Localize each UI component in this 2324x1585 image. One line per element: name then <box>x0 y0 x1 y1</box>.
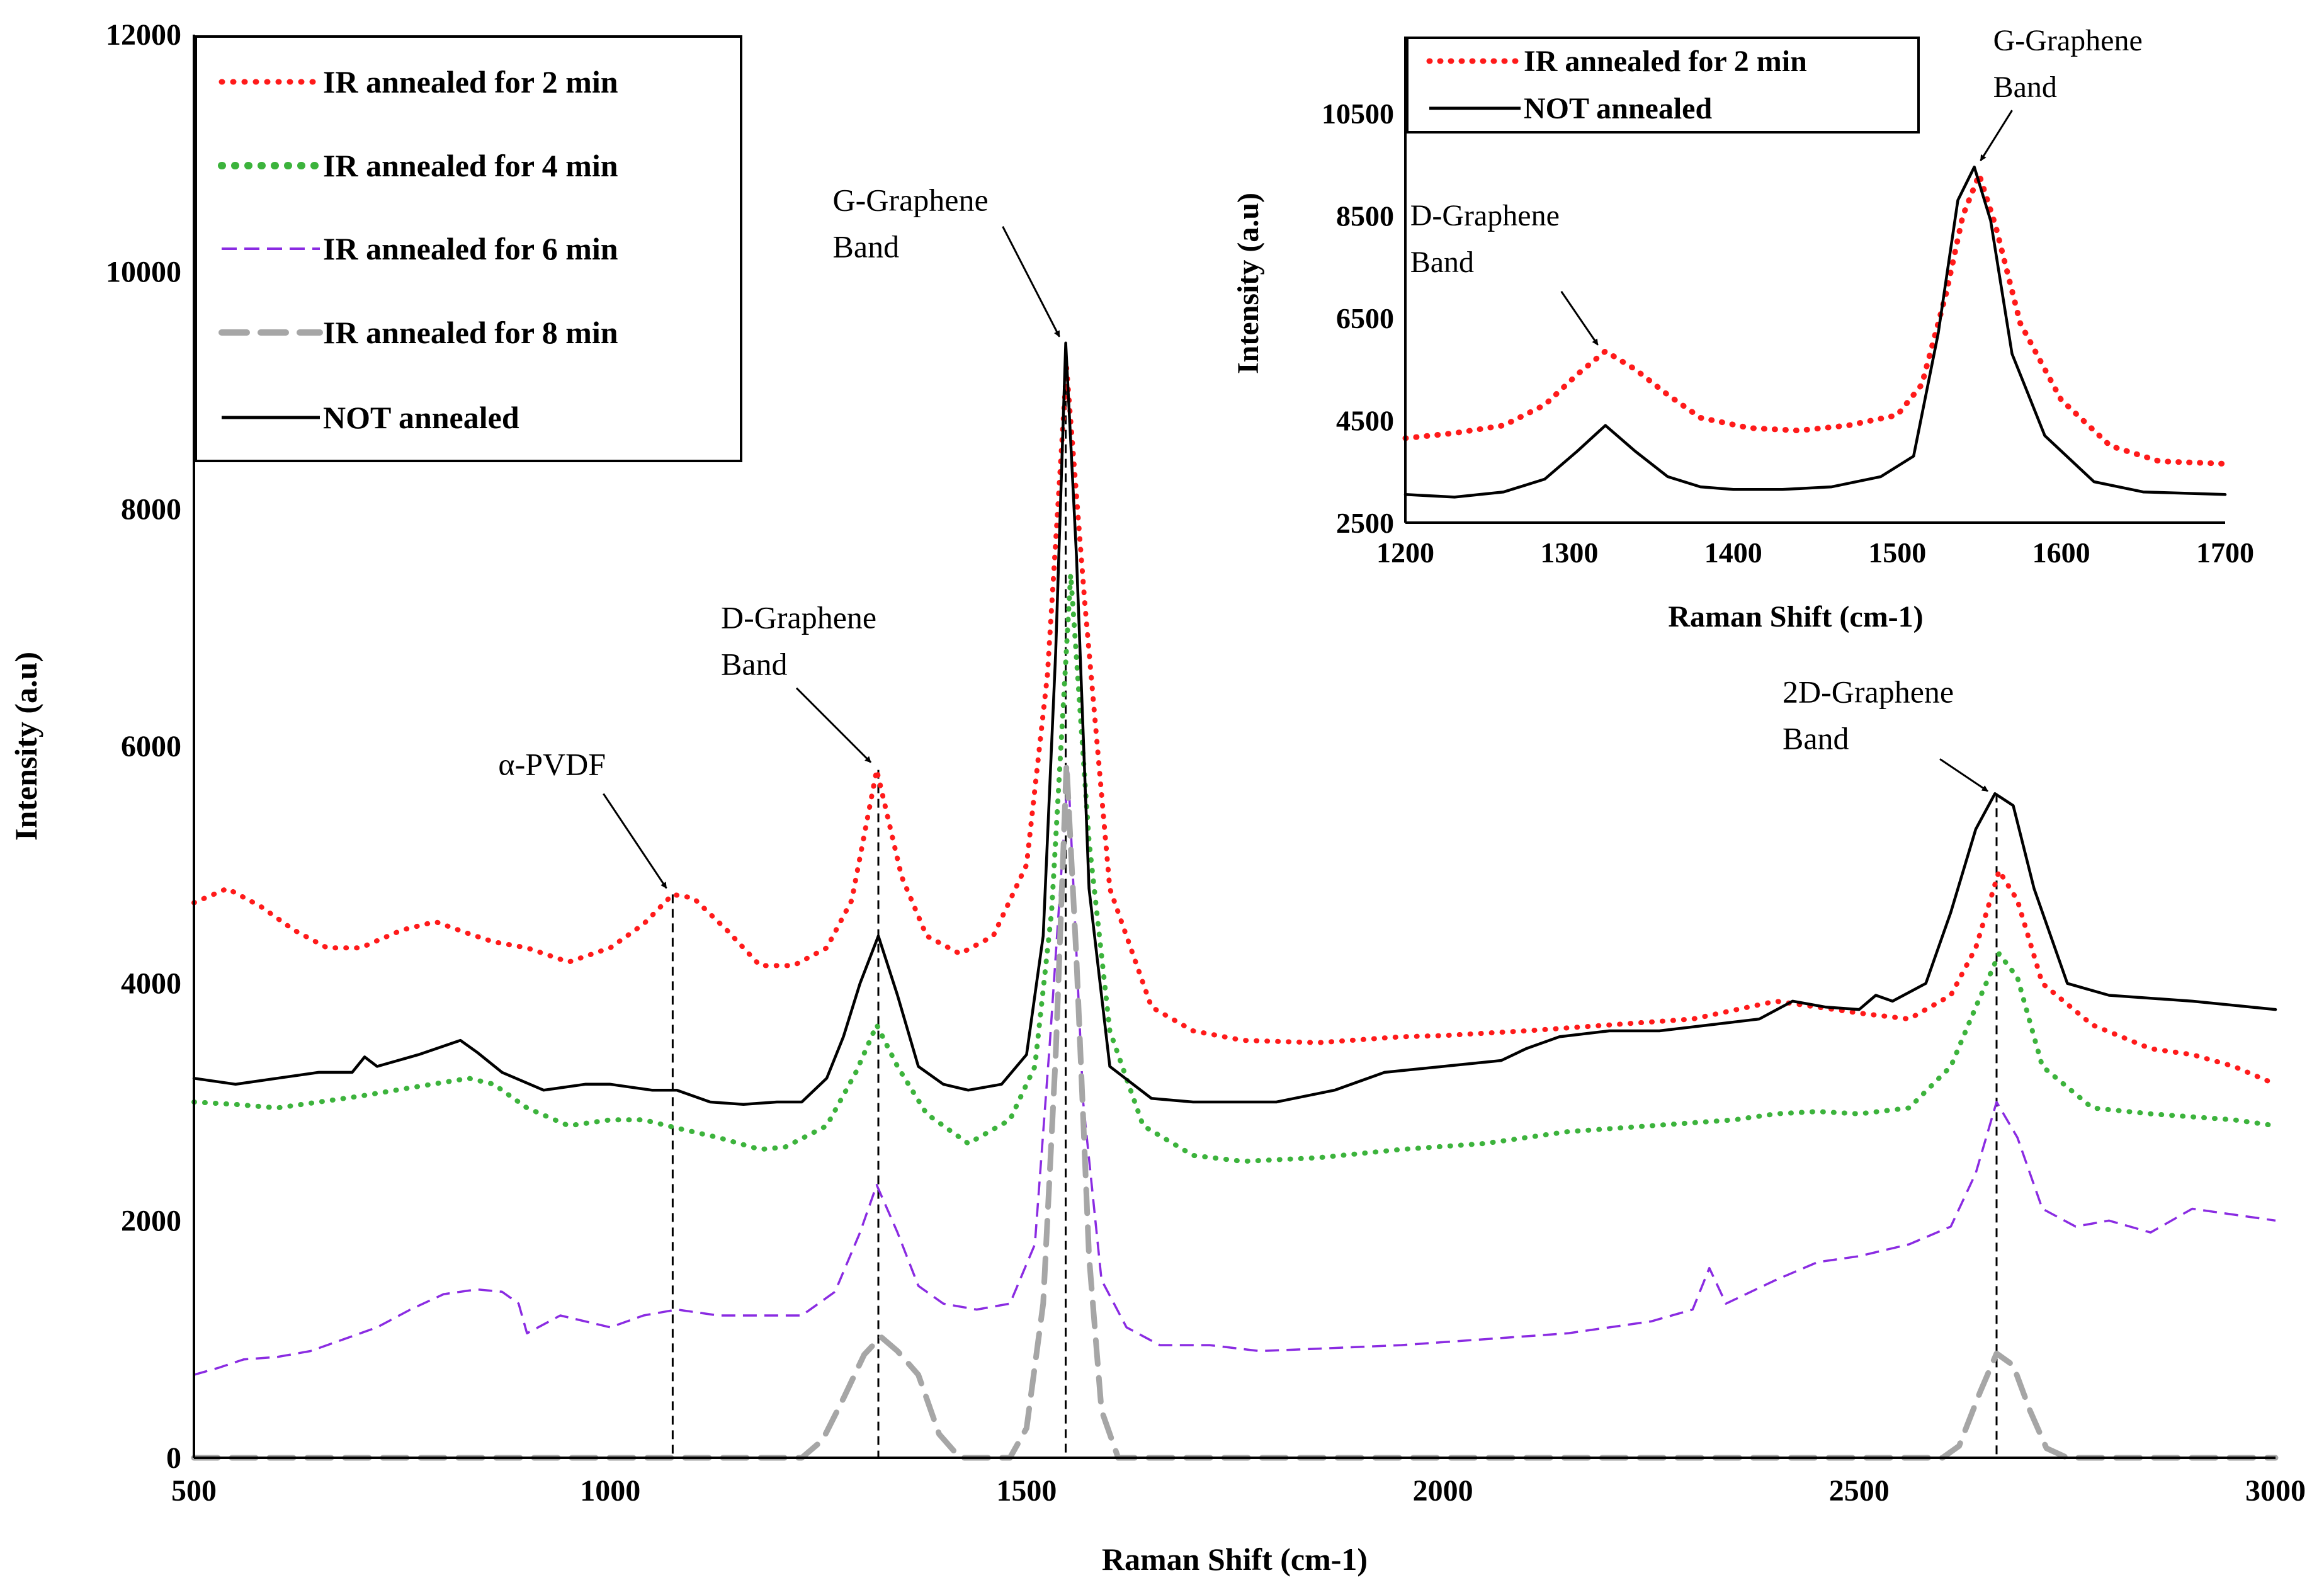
annotation-arrow <box>1939 758 1988 792</box>
main-x-axis-title: Raman Shift (cm-1) <box>1102 1542 1368 1577</box>
legend-label: IR annealed for 8 min <box>323 315 618 350</box>
inset-series-line <box>1402 171 2228 467</box>
annotation-label: G-Graphene <box>1993 24 2143 57</box>
x-tick-label: 2500 <box>1829 1474 1890 1508</box>
legend-entry: IR annealed for 8 min <box>218 315 618 350</box>
annotation-label: Band <box>833 229 900 264</box>
legend-entry: NOT annealed <box>1429 92 1712 125</box>
main-legend-box <box>195 35 742 462</box>
y-tick-label: 2000 <box>121 1204 181 1237</box>
x-tick-label: 500 <box>171 1474 217 1508</box>
inset-series-group <box>1402 165 2228 499</box>
legend-entry: IR annealed for 2 min <box>1426 45 1807 78</box>
annotation-arrow <box>603 793 667 889</box>
inset-x-axis-title: Raman Shift (cm-1) <box>1668 600 1923 633</box>
y-tick-label: 8000 <box>121 492 181 526</box>
legend-label: IR annealed for 2 min <box>323 64 618 99</box>
annotation-label: G-Graphene <box>833 183 989 218</box>
main-series-line <box>191 761 2279 1461</box>
x-tick-label: 3000 <box>2245 1474 2306 1508</box>
inset-series-line <box>1403 165 2227 499</box>
annotation-arrow <box>1002 225 1060 338</box>
main-series-group <box>191 341 2279 1461</box>
legend-label: NOT annealed <box>1524 92 1712 125</box>
x-tick-label: 1300 <box>1540 537 1598 569</box>
legend-label: IR annealed for 2 min <box>1524 45 1807 78</box>
inset-y-ticks: 2500 4500 6500 8500 10500 <box>1322 98 1394 539</box>
inset-y-axis-title: Intensity (a.u) <box>1232 193 1265 374</box>
main-legend: IR annealed for 2 min IR annealed for 4 … <box>195 35 742 462</box>
x-tick-label: 2000 <box>1413 1474 1473 1508</box>
annotation-label: Band <box>1410 246 1474 279</box>
main-x-ticks: 500 1000 1500 2000 2500 3000 <box>171 1474 2306 1508</box>
annotation-label: D-Graphene <box>721 600 876 635</box>
legend-entry: IR annealed for 6 min <box>222 231 618 266</box>
inset-legend-box <box>1406 37 1920 134</box>
y-tick-label: 0 <box>166 1441 181 1475</box>
inset-chart: 1200 1300 1400 1500 1600 1700 2500 4500 6500 850… <box>1232 24 2254 633</box>
x-tick-label: 1700 <box>2196 537 2254 569</box>
annotation-arrow <box>1560 290 1599 346</box>
main-annotations: G-Graphene Band D-Graphene Band α-PVDF 2D-Gra… <box>498 183 1988 889</box>
x-tick-label: 1200 <box>1376 537 1434 569</box>
y-tick-label: 10500 <box>1322 98 1394 130</box>
y-tick-label: 6000 <box>121 730 181 763</box>
peak-guide-lines <box>671 343 1998 1458</box>
y-tick-label: 4500 <box>1336 404 1394 436</box>
annotation-label: α-PVDF <box>498 746 606 781</box>
inset-x-ticks: 1200 1300 1400 1500 1600 1700 <box>1376 537 2254 569</box>
main-series-line <box>192 341 2277 1106</box>
main-series-line <box>191 571 2278 1164</box>
legend-label: IR annealed for 4 min <box>323 148 618 183</box>
legend-entry: IR annealed for 4 min <box>218 148 618 183</box>
annotation-arrow <box>1980 110 2013 162</box>
legend-entry: IR annealed for 2 min <box>218 64 618 99</box>
main-series-line <box>191 364 2278 1087</box>
legend-entry: NOT annealed <box>222 400 519 435</box>
x-tick-label: 1000 <box>580 1474 640 1508</box>
x-tick-label: 1500 <box>996 1474 1057 1508</box>
y-tick-label: 10000 <box>106 256 181 289</box>
annotation-label: D-Graphene <box>1410 199 1560 232</box>
x-tick-label: 1600 <box>2032 537 2090 569</box>
inset-annotations: G-Graphene Band D-Graphene Band <box>1410 24 2143 346</box>
annotation-label: Band <box>721 647 788 682</box>
main-chart: 500 1000 1500 2000 2500 3000 0 2000 4000 6000 800… <box>8 18 2306 1577</box>
y-tick-label: 6500 <box>1336 302 1394 334</box>
y-tick-label: 8500 <box>1336 200 1394 232</box>
legend-label: NOT annealed <box>323 400 519 435</box>
annotation-label: Band <box>1783 720 1849 756</box>
x-tick-label: 1500 <box>1868 537 1926 569</box>
y-tick-label: 12000 <box>106 18 181 52</box>
x-tick-label: 1400 <box>1704 537 1762 569</box>
annotation-label: Band <box>1993 71 2057 104</box>
annotation-arrow <box>795 687 872 763</box>
y-tick-label: 2500 <box>1336 507 1394 539</box>
main-y-axis-title: Intensity (a.u) <box>8 652 43 841</box>
legend-label: IR annealed for 6 min <box>323 231 618 266</box>
y-tick-label: 4000 <box>121 967 181 1001</box>
inset-legend: IR annealed for 2 min NOT annealed <box>1406 37 1920 134</box>
main-y-ticks: 0 2000 4000 6000 8000 10000 12000 <box>106 18 181 1475</box>
annotation-label: 2D-Graphene <box>1783 674 1954 709</box>
